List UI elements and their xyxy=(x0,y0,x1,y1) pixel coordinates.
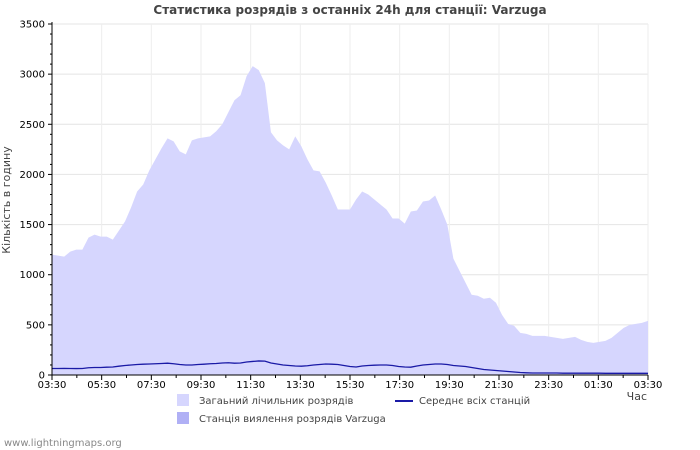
x-tick-label: 17:30 xyxy=(385,380,414,391)
legend-label: Середнє всіх станцій xyxy=(419,395,530,407)
y-tick-label: 1000 xyxy=(20,270,45,281)
x-tick-label: 15:30 xyxy=(336,380,365,391)
legend-swatch xyxy=(177,412,189,424)
legend: Загаьний лічильник розрядів Середнє всіх … xyxy=(177,394,530,425)
legend-label: Станція виялення розрядів Varzuga xyxy=(199,413,386,425)
y-axis-title: Кількість в годину xyxy=(0,146,13,254)
legend-swatch xyxy=(177,394,189,406)
footer-credit[interactable]: www.lightningmaps.org xyxy=(4,438,122,449)
x-tick-label: 09:30 xyxy=(187,380,216,391)
x-tick-label: 19:30 xyxy=(435,380,464,391)
legend-label: Загаьний лічильник розрядів xyxy=(199,395,353,407)
series-2-line xyxy=(52,360,648,374)
series-0-area xyxy=(52,66,648,376)
x-tick-label: 03:30 xyxy=(38,380,67,391)
y-tick-label: 2500 xyxy=(20,120,45,131)
x-tick-label: 03:30 xyxy=(634,380,663,391)
x-tick-label: 07:30 xyxy=(137,380,166,391)
y-tick-label: 3500 xyxy=(20,20,45,31)
x-tick-label: 21:30 xyxy=(485,380,514,391)
y-tick-label: 1500 xyxy=(20,220,45,231)
x-tick-label: 05:30 xyxy=(87,380,116,391)
chart-title: Статистика розрядів з останніх 24h для с… xyxy=(153,3,546,17)
plot-area: 0 500 1000 1500 2000 2500 3000 3500 03:30 05:30 07… xyxy=(20,20,663,392)
x-tick-label: 23:30 xyxy=(534,380,563,391)
y-tick-label: 500 xyxy=(26,320,45,331)
y-tick-label: 2000 xyxy=(20,170,45,181)
x-axis-title: Час xyxy=(627,390,647,403)
y-tick-label: 3000 xyxy=(20,70,45,81)
x-tick-label: 11:30 xyxy=(236,380,265,391)
x-tick-label: 13:30 xyxy=(286,380,315,391)
y-tick-label: 0 xyxy=(39,371,45,382)
x-tick-label: 01:30 xyxy=(584,380,613,391)
